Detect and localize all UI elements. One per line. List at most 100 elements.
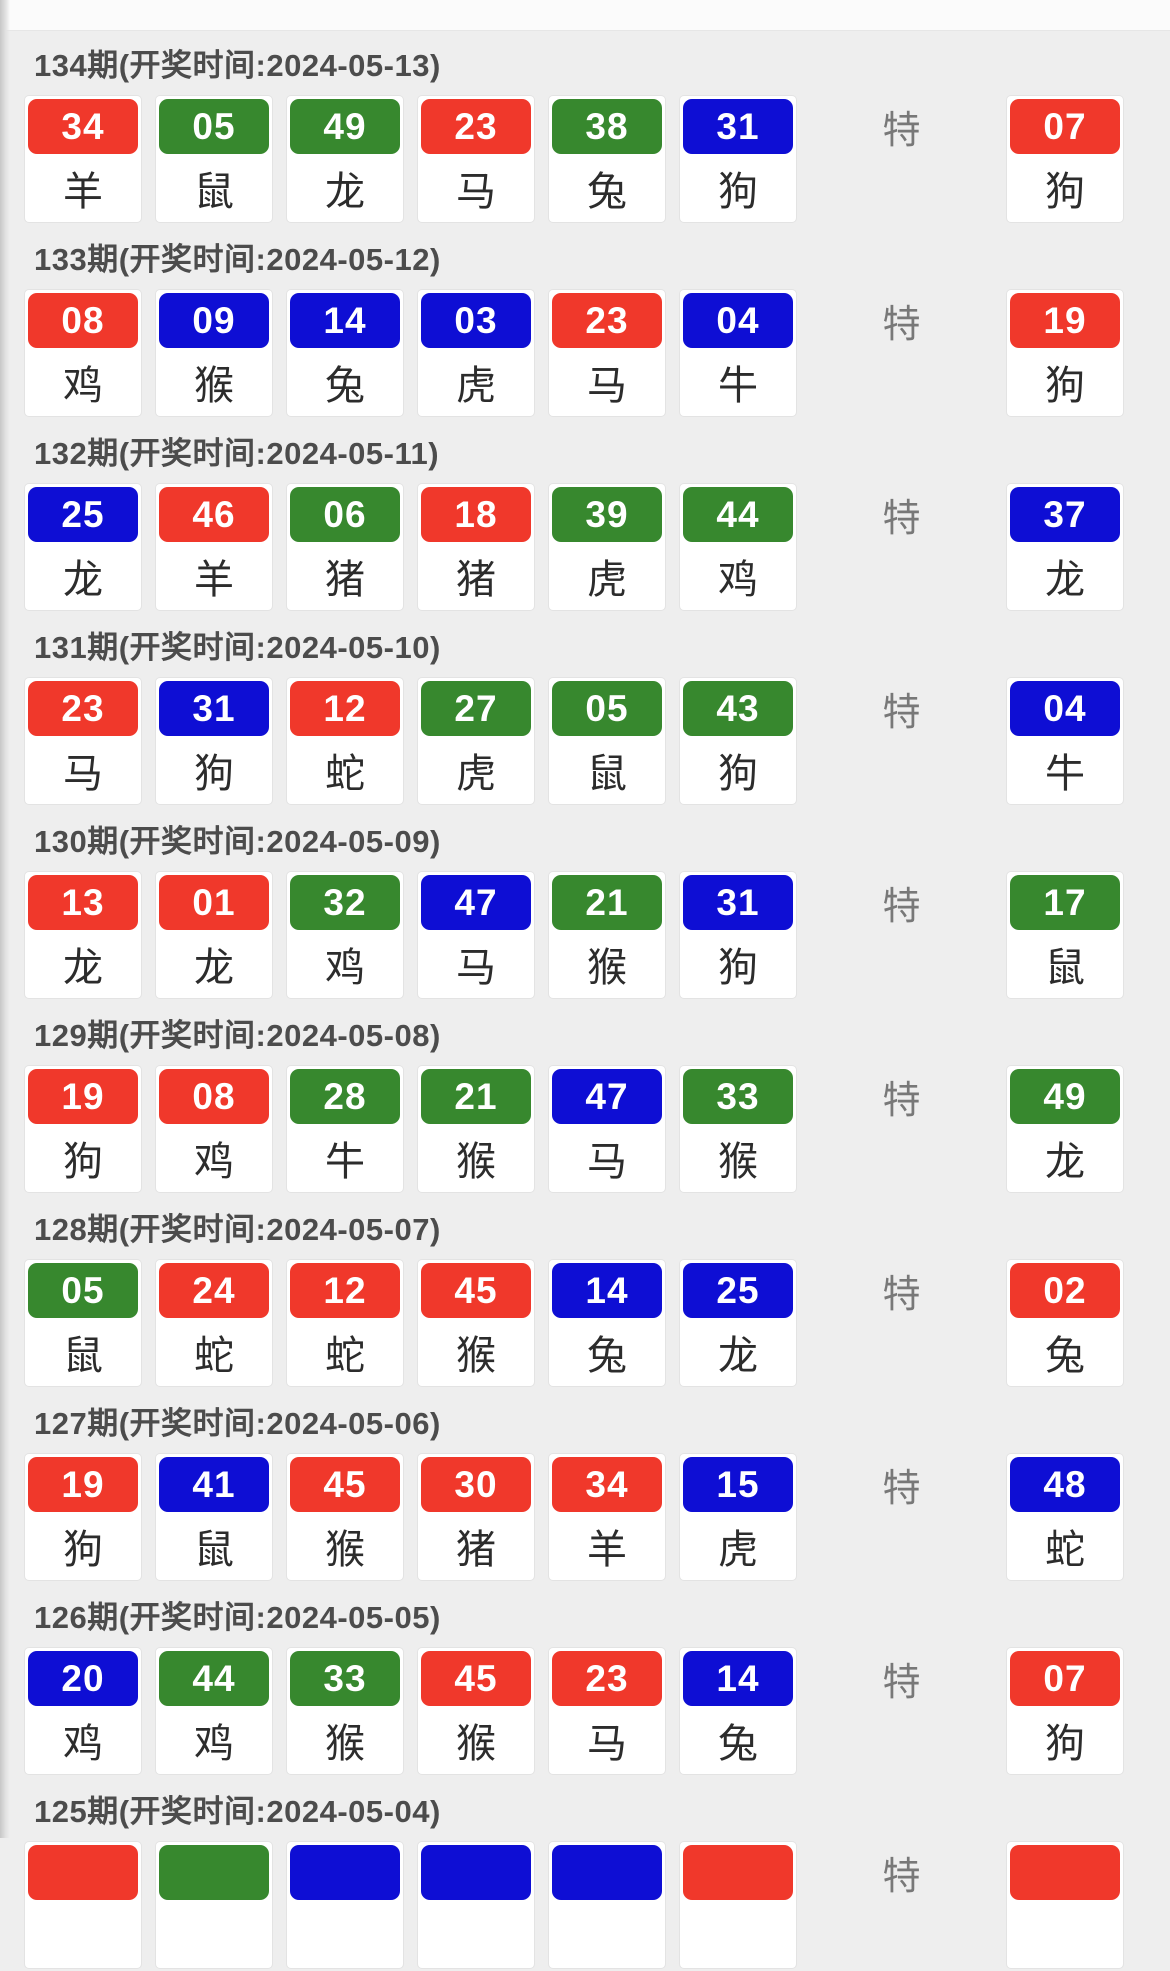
zodiac-label: 猴 bbox=[456, 1722, 496, 1766]
zodiac-label: 龙 bbox=[63, 558, 103, 602]
ball-number: 31 bbox=[683, 875, 793, 930]
zodiac-label: 狗 bbox=[194, 752, 234, 796]
zodiac-label bbox=[680, 1900, 796, 1968]
zodiac-label: 兔 bbox=[718, 1722, 758, 1766]
number-tile: 24 蛇 bbox=[155, 1259, 273, 1387]
zodiac-label: 鼠 bbox=[1044, 946, 1085, 990]
zodiac-label: 鸡 bbox=[325, 946, 365, 990]
number-tile: 01 龙 bbox=[155, 871, 273, 999]
zodiac-label: 鸡 bbox=[63, 364, 103, 408]
ball-number: 32 bbox=[290, 875, 400, 930]
number-tile: 05 鼠 bbox=[548, 677, 666, 805]
number-tile: 33 猴 bbox=[679, 1065, 797, 1193]
number-tile: 31 狗 bbox=[679, 871, 797, 999]
ball-number: 38 bbox=[552, 99, 662, 154]
zodiac-label: 狗 bbox=[1044, 170, 1085, 214]
number-tile: 14 兔 bbox=[286, 289, 404, 417]
number-tile: 47 马 bbox=[417, 871, 535, 999]
ball-number: 05 bbox=[552, 681, 662, 736]
ball-number: 27 bbox=[421, 681, 531, 736]
number-tile: 45 猴 bbox=[286, 1453, 404, 1581]
ball-number: 41 bbox=[159, 1457, 269, 1512]
ball-number: 47 bbox=[421, 875, 531, 930]
zodiac-label: 蛇 bbox=[325, 752, 365, 796]
number-tile bbox=[155, 1841, 273, 1969]
number-tile: 12 蛇 bbox=[286, 1259, 404, 1387]
number-tile: 08 鸡 bbox=[24, 289, 142, 417]
ball-number: 45 bbox=[421, 1263, 531, 1318]
zodiac-label: 虎 bbox=[456, 364, 496, 408]
number-tile: 45 猴 bbox=[417, 1259, 535, 1387]
zodiac-label: 虎 bbox=[587, 558, 627, 602]
number-tile: 08 鸡 bbox=[155, 1065, 273, 1193]
draw-period-header: 134期(开奖时间:2024-05-13) bbox=[34, 48, 441, 83]
number-tile: 32 鸡 bbox=[286, 871, 404, 999]
special-number-tile: 48 蛇 bbox=[1005, 1453, 1124, 1581]
draw-section: 125期(开奖时间:2024-05-04) 特 bbox=[0, 1777, 1170, 1971]
ball-number: 09 bbox=[159, 293, 269, 348]
ball-number: 28 bbox=[290, 1069, 400, 1124]
number-tile: 31 狗 bbox=[155, 677, 273, 805]
ball-number: 05 bbox=[159, 99, 269, 154]
zodiac-label: 兔 bbox=[325, 364, 365, 408]
special-marker: 特 bbox=[882, 303, 921, 346]
ball-number: 31 bbox=[683, 99, 793, 154]
zodiac-label bbox=[287, 1900, 403, 1968]
number-tile: 23 马 bbox=[548, 1647, 666, 1775]
number-tile: 15 虎 bbox=[679, 1453, 797, 1581]
draw-section: 129期(开奖时间:2024-05-08) 19 狗 08 鸡 28 牛 21 … bbox=[0, 1001, 1170, 1195]
special-marker: 特 bbox=[882, 497, 921, 540]
ball-number: 02 bbox=[1009, 1263, 1120, 1318]
zodiac-label: 龙 bbox=[325, 170, 365, 214]
zodiac-label: 鼠 bbox=[194, 170, 234, 214]
ball-number bbox=[552, 1845, 662, 1900]
tiles-row: 20 鸡 44 鸡 33 猴 45 猴 23 马 14 兔 特 07 狗 bbox=[0, 1639, 1170, 1775]
number-tile: 21 猴 bbox=[548, 871, 666, 999]
zodiac-label: 羊 bbox=[194, 558, 234, 602]
ball-number: 24 bbox=[159, 1263, 269, 1318]
number-tile: 34 羊 bbox=[24, 95, 142, 223]
ball-number: 12 bbox=[290, 1263, 400, 1318]
ball-number bbox=[28, 1845, 138, 1900]
ball-number: 17 bbox=[1009, 875, 1120, 930]
ball-number: 44 bbox=[683, 487, 793, 542]
ball-number bbox=[159, 1845, 269, 1900]
number-tile: 03 虎 bbox=[417, 289, 535, 417]
number-tile bbox=[417, 1841, 535, 1969]
ball-number: 04 bbox=[1009, 681, 1120, 736]
ball-number: 19 bbox=[1009, 293, 1120, 348]
ball-number: 01 bbox=[159, 875, 269, 930]
special-number-tile: 17 鼠 bbox=[1005, 871, 1124, 999]
draw-results-list: 134期(开奖时间:2024-05-13) 34 羊 05 鼠 49 龙 23 … bbox=[0, 31, 1170, 1971]
ball-number: 34 bbox=[552, 1457, 662, 1512]
ball-number: 15 bbox=[683, 1457, 793, 1512]
tiles-row: 25 龙 46 羊 06 猪 18 猪 39 虎 44 鸡 特 37 龙 bbox=[0, 475, 1170, 611]
number-tile: 41 鼠 bbox=[155, 1453, 273, 1581]
page-left-edge bbox=[0, 0, 10, 1838]
ball-number: 04 bbox=[683, 293, 793, 348]
number-tile bbox=[24, 1841, 142, 1969]
zodiac-label: 猪 bbox=[456, 558, 496, 602]
ball-number: 49 bbox=[1009, 1069, 1120, 1124]
zodiac-label: 鸡 bbox=[194, 1722, 234, 1766]
zodiac-label: 马 bbox=[587, 364, 627, 408]
number-tile: 25 龙 bbox=[679, 1259, 797, 1387]
ball-number: 45 bbox=[421, 1651, 531, 1706]
draw-section: 130期(开奖时间:2024-05-09) 13 龙 01 龙 32 鸡 47 … bbox=[0, 807, 1170, 1001]
zodiac-label: 牛 bbox=[718, 364, 758, 408]
draw-section: 131期(开奖时间:2024-05-10) 23 马 31 狗 12 蛇 27 … bbox=[0, 613, 1170, 807]
zodiac-label: 兔 bbox=[587, 1334, 627, 1378]
zodiac-label: 马 bbox=[456, 170, 496, 214]
zodiac-label: 猪 bbox=[456, 1528, 496, 1572]
special-number-tile: 37 龙 bbox=[1005, 483, 1124, 611]
zodiac-label bbox=[418, 1900, 534, 1968]
number-tile: 44 鸡 bbox=[155, 1647, 273, 1775]
special-marker: 特 bbox=[882, 1855, 921, 1898]
ball-number: 39 bbox=[552, 487, 662, 542]
ball-number: 23 bbox=[552, 1651, 662, 1706]
draw-section: 128期(开奖时间:2024-05-07) 05 鼠 24 蛇 12 蛇 45 … bbox=[0, 1195, 1170, 1389]
number-tile: 12 蛇 bbox=[286, 677, 404, 805]
number-tile: 30 猪 bbox=[417, 1453, 535, 1581]
draw-section: 133期(开奖时间:2024-05-12) 08 鸡 09 猴 14 兔 03 … bbox=[0, 225, 1170, 419]
draw-period-header: 133期(开奖时间:2024-05-12) bbox=[34, 242, 441, 277]
